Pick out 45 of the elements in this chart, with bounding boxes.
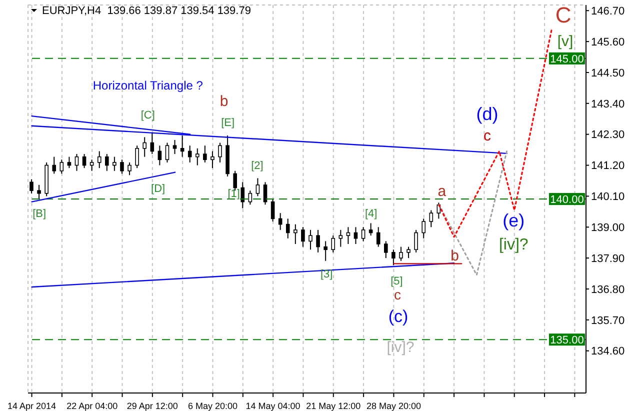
y-tick-label: 144.50 xyxy=(591,67,625,80)
annotation: C xyxy=(555,2,572,28)
annotation: b xyxy=(450,247,459,264)
y-tick-label: 136.80 xyxy=(591,284,625,296)
annotation: (d) xyxy=(476,104,498,124)
x-tick-label: 21 May 12:00 xyxy=(306,401,361,411)
y-tick-label: 137.90 xyxy=(591,252,625,265)
annotation: Horizontal Triangle ? xyxy=(92,78,204,93)
x-tick-label: 28 May 20:00 xyxy=(366,401,421,411)
ref-line-label: 140.00 xyxy=(550,194,584,206)
annotation: [iv]? xyxy=(386,338,414,356)
x-tick-label: 29 Apr 12:00 xyxy=(126,401,178,411)
annotation: [1] xyxy=(228,188,240,200)
y-tick-label: 134.60 xyxy=(591,346,625,358)
annotation: [v] xyxy=(557,33,574,50)
annotation: [C] xyxy=(140,110,155,122)
annotation: [2] xyxy=(251,160,264,172)
annotation: [3] xyxy=(320,268,333,280)
annotation: [4] xyxy=(364,208,378,220)
annotation: [E] xyxy=(221,117,235,130)
annotation: (c) xyxy=(388,306,408,326)
y-tick-label: 139.00 xyxy=(591,222,625,234)
y-tick-label: 135.70 xyxy=(591,314,625,327)
annotation: [iv]? xyxy=(498,236,528,254)
ref-line-label: 145.00 xyxy=(550,53,584,66)
annotation: [B] xyxy=(32,208,46,220)
annotation: [5] xyxy=(390,275,403,288)
x-tick-label: 6 May 20:00 xyxy=(188,401,238,411)
y-tick-label: 143.40 xyxy=(591,98,625,110)
y-tick-label: 141.20 xyxy=(591,160,625,172)
ref-line-label: 135.00 xyxy=(550,334,584,347)
y-tick-label: 142.30 xyxy=(591,129,625,142)
y-tick-label: 140.10 xyxy=(591,191,625,204)
y-tick-label: 146.70 xyxy=(591,6,625,18)
annotation: (e) xyxy=(502,210,525,230)
chart-title: EURJPY,H4 139.66 139.87 139.54 139.79 xyxy=(42,5,251,17)
x-tick-label: 22 Apr 04:00 xyxy=(66,401,118,411)
y-tick-label: 145.60 xyxy=(591,36,625,48)
annotation: c xyxy=(483,128,492,145)
annotation: c xyxy=(394,286,401,302)
annotation: [D] xyxy=(151,183,166,196)
x-tick-label: 14 May 04:00 xyxy=(246,401,300,411)
annotation: a xyxy=(438,182,447,200)
annotation: b xyxy=(220,92,228,110)
x-tick-label: 14 Apr 2014 xyxy=(7,401,56,411)
